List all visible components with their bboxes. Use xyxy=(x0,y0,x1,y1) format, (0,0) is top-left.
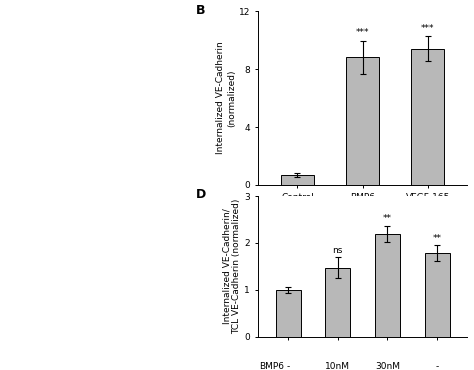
Text: B: B xyxy=(196,4,205,17)
Bar xyxy=(281,175,314,185)
Text: **: ** xyxy=(433,234,442,243)
Text: ns: ns xyxy=(333,246,343,255)
Bar xyxy=(375,233,400,337)
Bar xyxy=(425,253,449,337)
Text: BMP6: BMP6 xyxy=(259,362,284,370)
Text: **: ** xyxy=(383,214,392,223)
Bar xyxy=(325,268,350,337)
Text: 30nM: 30nM xyxy=(375,362,400,370)
Text: -: - xyxy=(286,362,290,370)
Y-axis label: Internalized VE-Cadherin/
TCL VE-Cadherin (normalized): Internalized VE-Cadherin/ TCL VE-Cadheri… xyxy=(222,199,241,334)
Bar xyxy=(346,57,379,185)
Text: -: - xyxy=(436,362,439,370)
Text: ***: *** xyxy=(356,28,369,37)
Text: D: D xyxy=(196,188,206,201)
Y-axis label: Internalized VE-Cadherin
(normalized): Internalized VE-Cadherin (normalized) xyxy=(217,42,236,154)
Text: 10nM: 10nM xyxy=(325,362,350,370)
Bar xyxy=(276,290,301,337)
Text: ***: *** xyxy=(421,24,435,33)
Bar xyxy=(411,49,444,185)
